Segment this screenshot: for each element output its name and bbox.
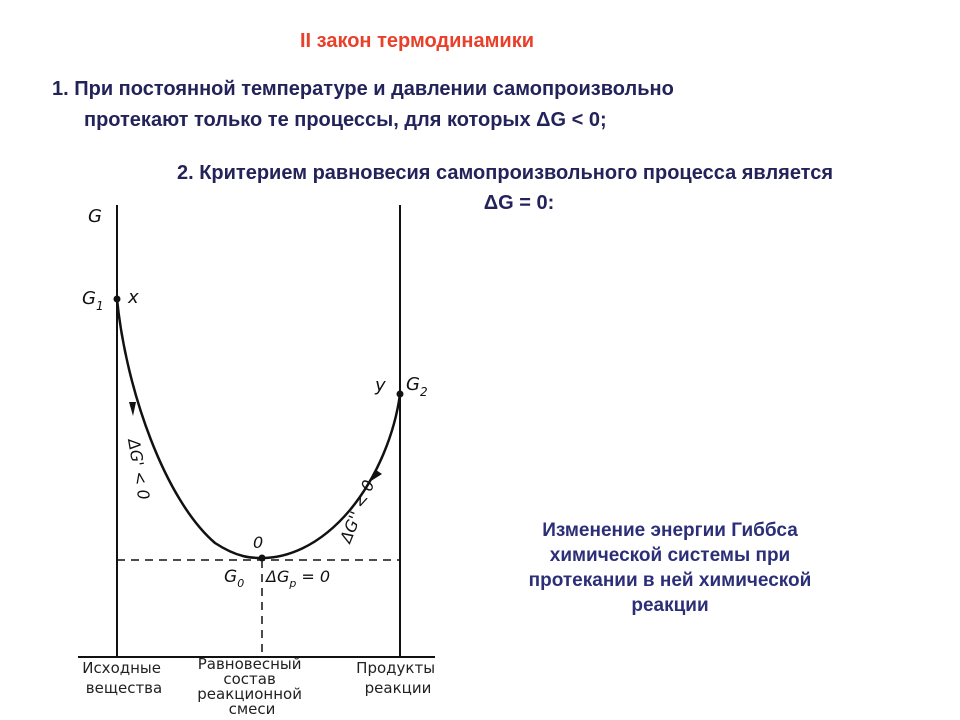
- x-point-label: x: [127, 287, 139, 308]
- diagram-caption: Изменение энергии Гиббса химической сист…: [480, 518, 860, 618]
- law-2-line-1: 2. Критерием равновесия самопроизвольног…: [176, 162, 834, 184]
- law-1-line-2: протекают только те процессы, для которы…: [84, 109, 607, 131]
- caption-line-2: химической системы при: [549, 545, 791, 566]
- dg-double-prime-label: ΔG'' < 0: [335, 477, 378, 547]
- right-axis-label: Продукты реакции: [356, 659, 440, 697]
- point-y: [396, 390, 404, 398]
- point-x: [113, 295, 121, 303]
- center-axis-label: Равновесный состав реакционной смеси: [197, 655, 306, 718]
- law-2-line-2: ΔG = 0:: [483, 192, 555, 214]
- dg-prime-label: ΔG' < 0: [124, 435, 154, 501]
- arrow-left-branch: [129, 402, 136, 416]
- law-statement-1: 1. При постоянной температуре и давлении…: [52, 74, 932, 136]
- y-point-label: y: [374, 375, 386, 396]
- arrow-right-branch: [371, 470, 382, 481]
- caption-line-3: протекании в ней химической: [528, 570, 812, 591]
- g2-label: G2: [406, 374, 428, 399]
- point-o: [258, 554, 266, 562]
- page-title: II закон термодинамики: [300, 30, 535, 52]
- caption-line-4: реакции: [631, 595, 709, 616]
- law-1-line-1: 1. При постоянной температуре и давлении…: [52, 78, 674, 100]
- g1-label: G1: [82, 288, 104, 313]
- caption-line-1: Изменение энергии Гиббса: [542, 520, 798, 541]
- axis-g-label: G: [88, 206, 102, 227]
- dg-p-label: ΔGp = 0: [264, 567, 330, 590]
- o-point-label: 0: [253, 533, 263, 552]
- left-axis-label: Исходные вещества: [82, 659, 166, 697]
- law-statement-2: 2. Критерием равновесия самопроизвольног…: [60, 158, 950, 218]
- g0-label: G0: [224, 567, 244, 590]
